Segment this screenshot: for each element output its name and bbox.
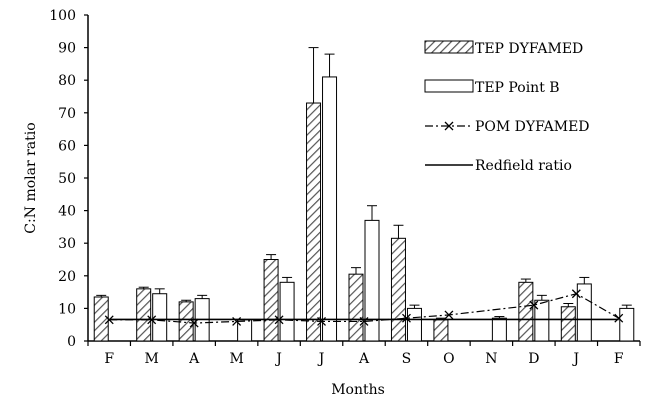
line-pom-dyfamed <box>109 293 620 324</box>
x-tick-label: D <box>528 351 539 367</box>
bar-tep-dyfamed <box>263 259 279 342</box>
x-tick-label: A <box>188 351 200 367</box>
x-tick-label: M <box>145 351 159 367</box>
lines <box>104 289 624 328</box>
pom-marker <box>614 313 624 323</box>
x-tick-label: F <box>104 351 114 367</box>
x-tick-label: F <box>614 351 624 367</box>
y-tick-label: 90 <box>58 41 76 57</box>
x-tick-label: S <box>402 351 412 367</box>
bar-tep-dyfamed <box>306 102 322 342</box>
pom-marker <box>189 318 199 328</box>
legend-pom-dyfamed-marker <box>444 121 454 131</box>
bar-tep-point-b <box>619 307 635 342</box>
bar-tep-dyfamed <box>390 237 406 342</box>
legend-pom-dyfamed-label: POM DYFAMED <box>475 119 590 135</box>
bar-tep-dyfamed <box>93 296 109 342</box>
y-tick-label: 50 <box>58 171 76 187</box>
bar-tep-dyfamed <box>560 306 576 342</box>
y-ticks: 0 10 20 30 40 50 60 70 80 90 100 <box>49 8 88 350</box>
pom-marker <box>402 313 411 323</box>
x-tick-label: A <box>358 351 370 367</box>
bar-tep-dyfamed <box>178 301 194 342</box>
bar-tep-dyfamed <box>136 288 152 342</box>
x-tick-label: M <box>229 351 243 367</box>
legend-tep-dyfamed-swatch <box>424 40 474 54</box>
x-tick-label: J <box>571 351 579 367</box>
bar-tep-point-b <box>364 219 380 342</box>
pom-marker <box>444 310 454 320</box>
bar-tep-point-b <box>491 317 507 342</box>
legend: TEP DYFAMED TEP Point B POM DYFAMED Redfiel… <box>424 40 590 174</box>
x-tick-label: N <box>485 351 497 367</box>
y-tick-label: 60 <box>58 138 76 154</box>
legend-tep-point-b-label: TEP Point B <box>475 80 560 96</box>
y-tick-label: 100 <box>49 8 76 24</box>
bar-tep-dyfamed <box>518 281 534 342</box>
axes <box>87 15 640 342</box>
bar-tep-point-b <box>534 299 550 342</box>
x-tick-label: O <box>443 351 454 367</box>
legend-tep-point-b-swatch <box>424 79 474 93</box>
y-axis-label: C:N molar ratio <box>23 122 39 233</box>
bar-tep-dyfamed <box>348 273 364 342</box>
y-tick-label: 10 <box>58 301 76 317</box>
bar-tep-point-b <box>237 319 253 342</box>
pom-marker <box>529 300 539 310</box>
bars <box>93 47 635 342</box>
x-tick-label: J <box>274 351 282 367</box>
bar-tep-point-b <box>576 283 592 342</box>
legend-redfield-ratio-label: Redfield ratio <box>475 158 572 174</box>
bar-tep-point-b <box>406 307 422 342</box>
pom-marker <box>571 289 581 299</box>
x-axis-label: Months <box>331 382 385 398</box>
y-tick-label: 80 <box>58 73 76 89</box>
y-tick-label: 30 <box>58 236 76 252</box>
y-tick-label: 20 <box>58 269 76 285</box>
y-tick-label: 0 <box>67 334 76 350</box>
x-tick-label: J <box>317 351 325 367</box>
bar-tep-dyfamed <box>433 319 449 342</box>
y-tick-label: 40 <box>58 204 76 220</box>
legend-tep-dyfamed-label: TEP DYFAMED <box>475 41 583 57</box>
y-tick-label: 70 <box>58 106 76 122</box>
bar-tep-point-b <box>322 76 338 342</box>
bar-tep-point-b <box>279 281 295 342</box>
